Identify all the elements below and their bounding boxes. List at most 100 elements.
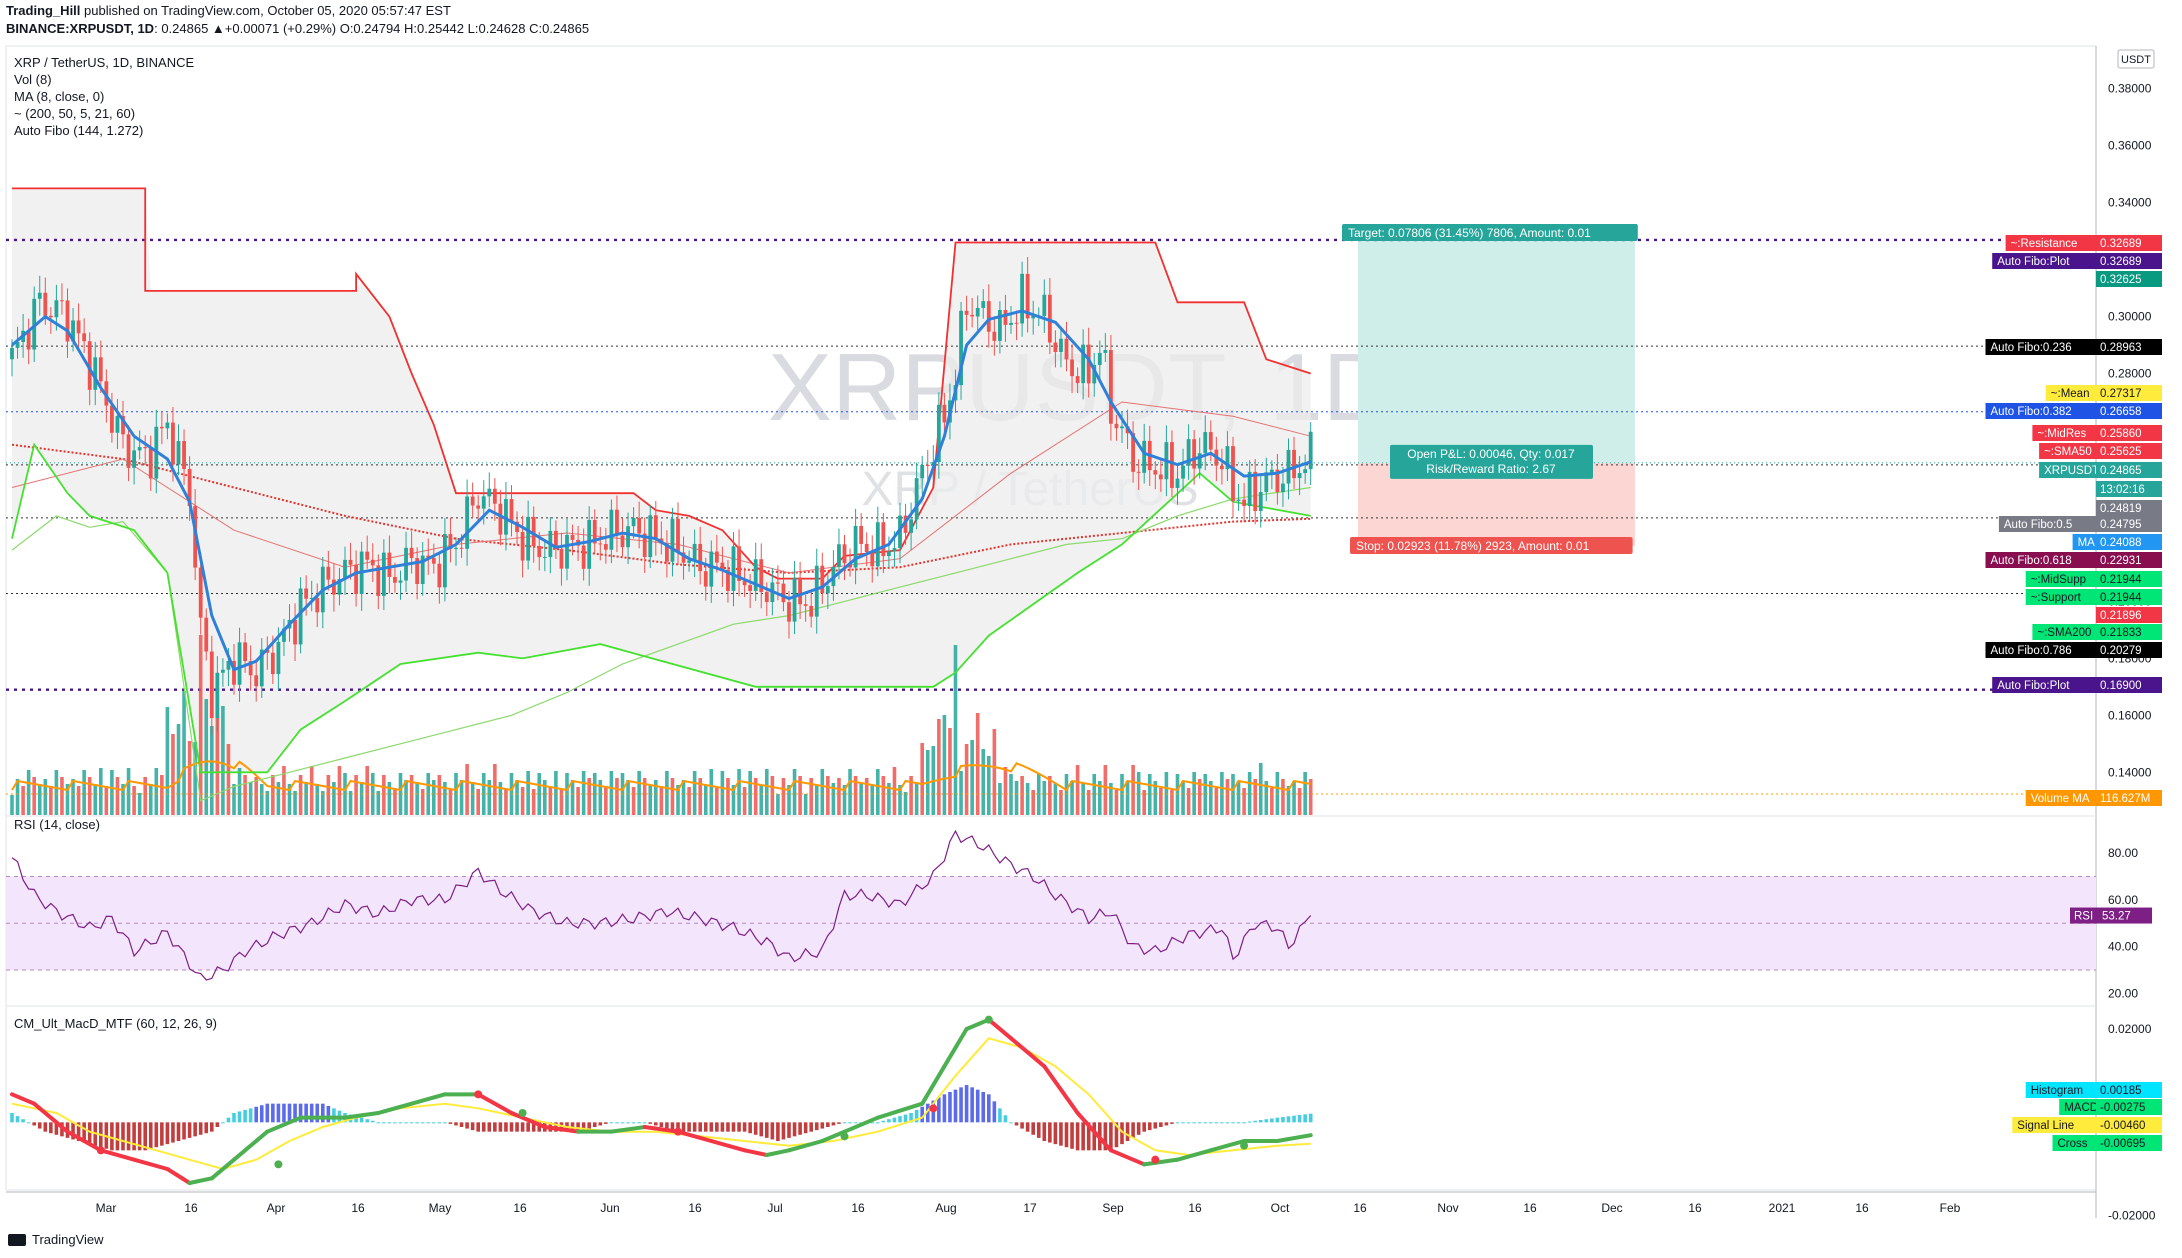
candle-body [420, 555, 425, 585]
macd-hist-bar [1059, 1122, 1063, 1146]
macd-hist-bar [826, 1122, 830, 1127]
volume-bar [481, 773, 486, 815]
macd-hist-bar [326, 1106, 331, 1123]
macd-line-segment [920, 1064, 947, 1106]
volume-bar [82, 770, 86, 815]
time-tick-label: 16 [184, 1201, 198, 1215]
candle-body [509, 499, 514, 522]
candle-body [54, 300, 59, 318]
volume-bar [49, 786, 53, 815]
macd-hist-bar [1275, 1117, 1280, 1123]
macd-hist-bar [631, 1122, 636, 1124]
legend-symbol[interactable]: XRP / TetherUS, 1D, BINANCE [14, 55, 195, 70]
price-tag-name: ~:SMA50 [2044, 446, 2092, 458]
volume-bar [498, 782, 503, 815]
candle-body [182, 441, 186, 470]
candle-body [1042, 294, 1047, 316]
candle-body [254, 675, 259, 687]
macd-hist-bar [1214, 1122, 1219, 1124]
candle-body [1103, 350, 1108, 353]
volume-bar [1258, 763, 1263, 815]
candle-body [1220, 465, 1224, 470]
price-tag-name-bg [1998, 516, 2096, 532]
time-tick-label: May [429, 1201, 452, 1215]
time-tick-label: Nov [1437, 1201, 1458, 1215]
candle-body [65, 300, 70, 342]
volume-bar [382, 775, 386, 815]
price-tag-name: ~:MidSupp [2031, 574, 2086, 586]
macd-tag-name-bg [2012, 1117, 2096, 1133]
price-tag-name: ~:Resistance [2011, 238, 2078, 250]
author-name[interactable]: Trading_Hill [6, 3, 81, 18]
candle-body [1047, 294, 1052, 343]
rsi-legend[interactable]: RSI (14, close) [14, 817, 100, 832]
volume-bar [759, 785, 764, 815]
price-tag-value: 0.32689 [2100, 256, 2142, 268]
price-tag-name-bg [1992, 253, 2096, 269]
candle-body [1114, 423, 1119, 429]
volume-bar [681, 780, 686, 815]
macd-hist-bar [110, 1122, 114, 1151]
macd-hist-bar [443, 1122, 447, 1124]
pnl-label: Open P&L: 0.00046, Qty: 0.017 [1407, 447, 1575, 461]
volume-bar [137, 793, 142, 815]
candle-body [814, 565, 819, 617]
candle-body [304, 588, 309, 599]
macd-hist-bar [909, 1113, 913, 1123]
volume-bar [1270, 788, 1274, 815]
candle-body [443, 534, 447, 588]
volume-bar [71, 779, 75, 815]
price-tag-value-bg [2096, 425, 2162, 441]
macd-hist-bar [809, 1122, 813, 1132]
publish-line: Trading_Hill published on TradingView.co… [6, 3, 451, 18]
volume-bar [948, 728, 952, 815]
candle-body [665, 543, 669, 562]
volume-bar [1159, 788, 1163, 815]
candle-body [1292, 449, 1296, 479]
target-label: Target: 0.07806 (31.45%) 7806, Amount: 0… [1348, 226, 1591, 240]
volume-bar [642, 778, 647, 815]
volume-bar [753, 778, 758, 815]
price-tag-value-bg [2096, 443, 2162, 459]
macd-hist-bar [687, 1122, 691, 1132]
macd-legend[interactable]: CM_Ult_MacD_MTF (60, 12, 26, 9) [14, 1016, 218, 1031]
candle-body [726, 569, 730, 591]
candle-body [221, 669, 225, 673]
legend-channel[interactable]: ~ (200, 50, 5, 21, 60) [14, 106, 136, 121]
macd-tag-value: -0.00695 [2100, 1138, 2145, 1150]
candle-body [337, 579, 342, 595]
volume-bar [1086, 790, 1091, 815]
macd-hist-bar [914, 1109, 919, 1123]
volume-bar [1031, 790, 1035, 815]
volume-bar [304, 782, 308, 815]
rsi-tick-label: 20.00 [2108, 986, 2138, 1000]
legend-ma[interactable]: MA (8, close, 0) [14, 89, 105, 104]
price-tick-label: 0.28000 [2108, 367, 2152, 381]
legend-volume[interactable]: Vol (8) [14, 72, 52, 87]
time-tick-label: Feb [1940, 1201, 1961, 1215]
volume-bar [592, 773, 597, 815]
macd-hist-bar [132, 1122, 136, 1151]
volume-bar [1292, 781, 1296, 815]
price-tag-name: ~:MidRes [2037, 428, 2086, 440]
footer-brand[interactable]: TradingView [8, 1232, 104, 1247]
candle-body [1031, 316, 1036, 319]
macd-line-segment [343, 1111, 381, 1120]
volume-bar [259, 784, 264, 815]
candle-body [859, 525, 864, 544]
price-tag-value: 0.24795 [2100, 519, 2142, 531]
price-tag-value: 116.627M [2100, 793, 2150, 805]
legend-autofibo[interactable]: Auto Fibo (144, 1.272) [14, 123, 144, 138]
volume-bar [765, 769, 769, 815]
candle-body [875, 522, 880, 567]
price-tag-value-bg [2096, 624, 2162, 640]
volume-bar [953, 645, 958, 815]
macd-hist-bar [271, 1103, 275, 1123]
candle-body [742, 580, 747, 586]
volume-bar [309, 766, 314, 815]
macd-hist-bar [43, 1122, 48, 1132]
candle-body [620, 535, 625, 548]
price-tag-name: ~:Mean [2051, 388, 2090, 400]
candle-body [465, 496, 469, 549]
